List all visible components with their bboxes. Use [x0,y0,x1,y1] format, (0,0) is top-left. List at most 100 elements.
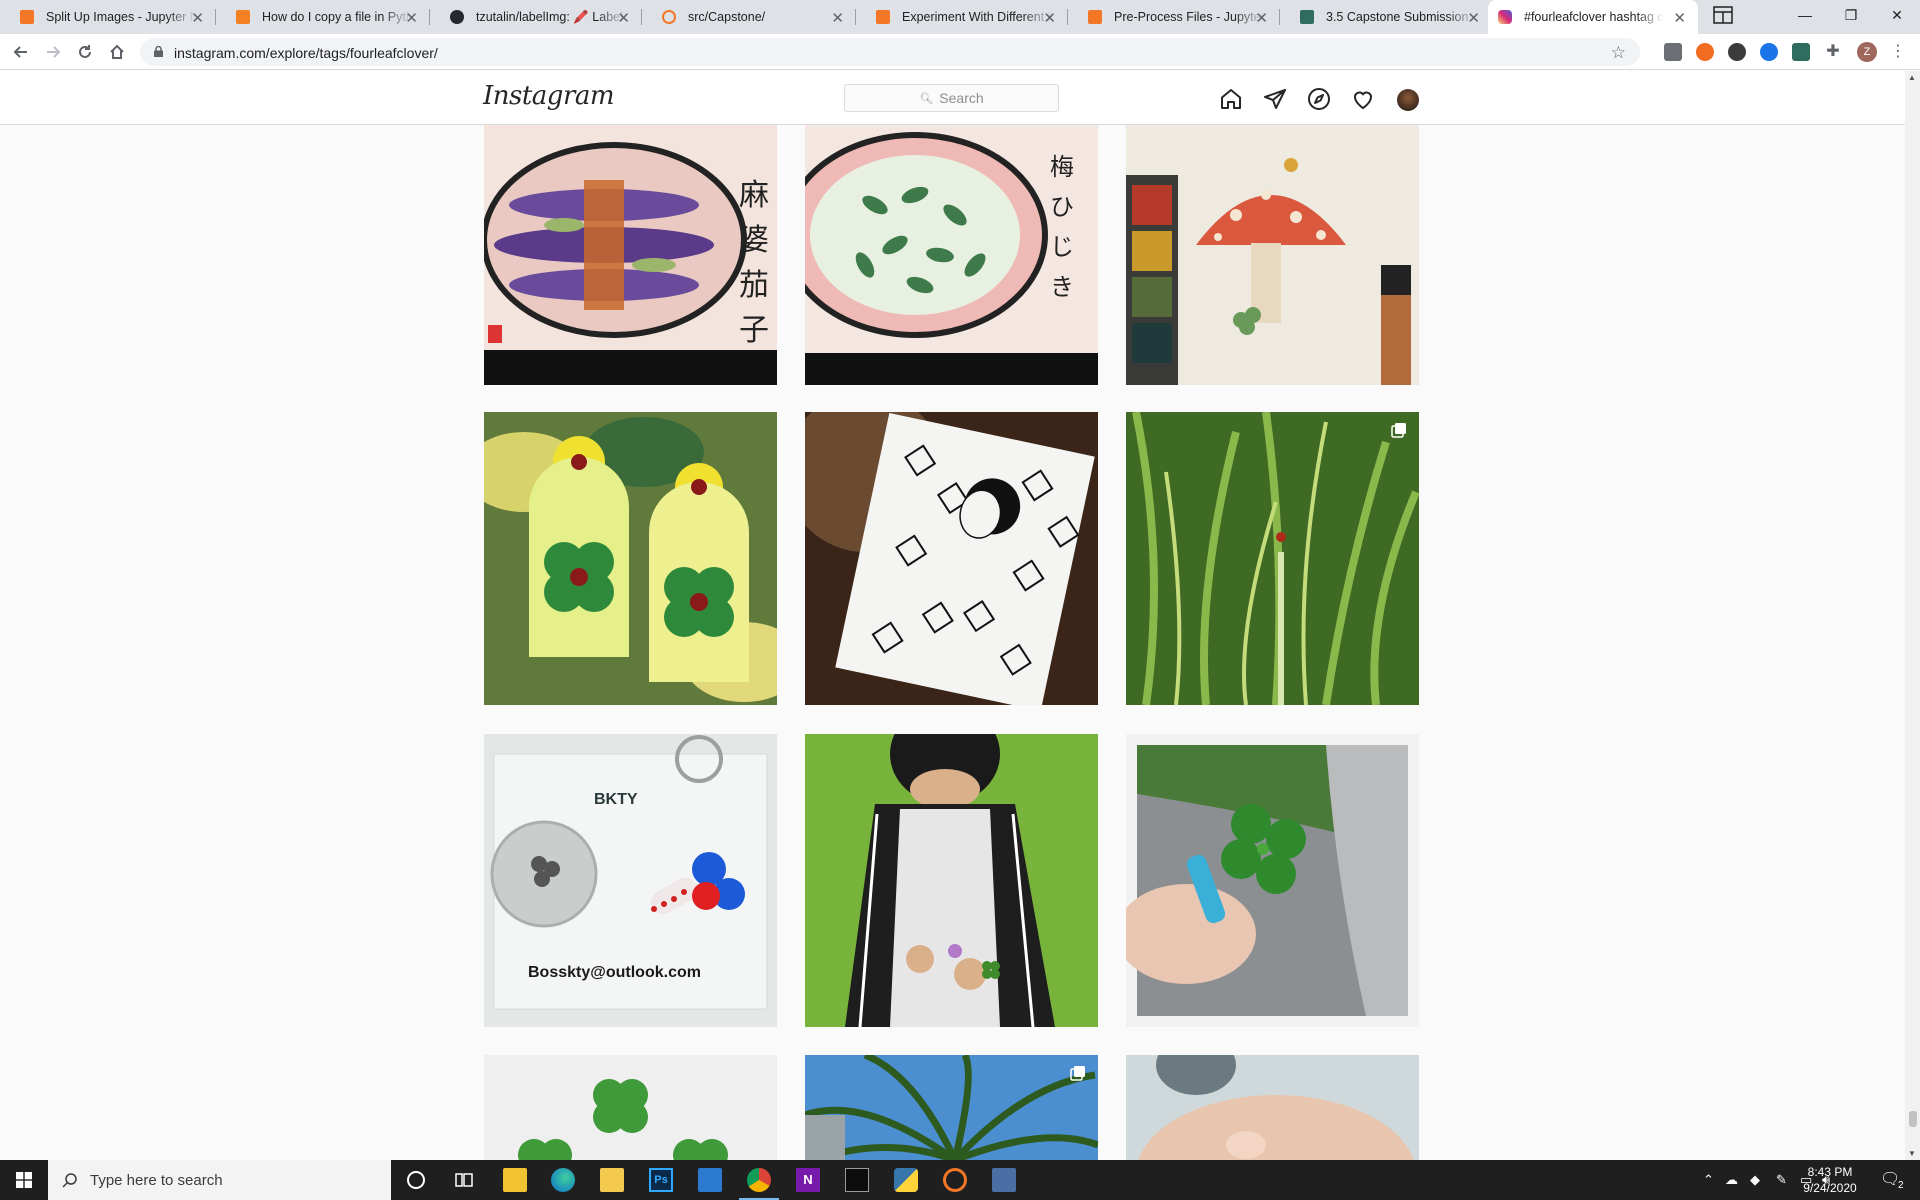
close-icon[interactable]: ✕ [831,10,844,27]
mail-icon[interactable] [698,1168,722,1192]
chrome-menu-icon[interactable]: ⋮ [1890,43,1906,60]
page-scrollbar[interactable]: ▲ ▼ [1905,71,1920,1160]
post-clover-cookies[interactable] [484,1055,777,1160]
puzzle-extensions-icon[interactable]: ✚ [1826,43,1840,60]
jupyter-taskbar-icon[interactable] [943,1168,967,1192]
tab-capstone-submission[interactable]: 3.5 Capstone Submission - Springboard ✕ [1280,0,1492,34]
post-mushroom-watercolor[interactable] [1126,125,1419,385]
home-button[interactable] [105,40,129,64]
pen-icon[interactable]: ✎ [1776,1172,1787,1187]
grammarly-g-icon[interactable] [1664,43,1682,61]
activity-heart-icon[interactable] [1351,87,1375,111]
photoshop-icon[interactable]: Ps [649,1168,673,1192]
close-icon[interactable]: ✕ [1467,10,1480,27]
profile-avatar[interactable]: Z [1857,42,1877,62]
post-eggplant-painting[interactable]: 麻 婆 茄 子 [484,125,777,385]
home-icon[interactable] [1219,87,1243,111]
calculator-icon[interactable] [992,1168,1016,1192]
svg-text:茄: 茄 [739,268,769,303]
close-icon[interactable]: ✕ [1043,10,1056,27]
tab-src-capstone[interactable]: src/Capstone/ ✕ [642,0,856,34]
volume-icon[interactable]: 🔊︎ [1822,1172,1831,1187]
tray-overflow-icon[interactable]: ⌃ [1703,1172,1714,1187]
circle-extension-icon[interactable] [1728,43,1746,61]
instagram-logo[interactable]: Instagram [483,81,615,111]
tab-title: src/Capstone/ [688,10,766,24]
post-ink-illustration[interactable] [805,412,1098,705]
keychain-brand-text: BKTY [594,791,638,808]
dropbox-icon[interactable]: ◆ [1750,1172,1760,1187]
tab-search-icon[interactable] [1700,0,1746,30]
notification-center-icon[interactable]: 🗨︎ [1880,1171,1901,1188]
tab-title: Split Up Images - Jupyter Notebook [46,10,196,24]
scroll-up-icon[interactable]: ▲ [1908,73,1916,82]
tab-copy-file-python[interactable]: How do I copy a file in Python? ✕ [216,0,430,34]
window-close-button[interactable]: ✕ [1891,6,1903,23]
jupyter-loading-icon [662,10,676,24]
jupyter-icon [876,10,890,24]
svg-text:じ: じ [1050,233,1074,261]
windows-taskbar: Type here to search Ps N ⌃ ☁ ◆ ✎ ▭ 🔊︎ 8:… [0,1160,1920,1200]
onedrive-icon[interactable]: ☁ [1725,1172,1738,1187]
task-view-icon[interactable] [452,1168,476,1192]
post-fingers-clover[interactable] [1126,734,1419,1027]
tab-title: How do I copy a file in Python? [262,10,412,24]
scroll-down-icon[interactable]: ▼ [1908,1149,1916,1158]
tab-experiment-models[interactable]: Experiment With Different Models ✕ [856,0,1068,34]
tab-instagram-fourleafclover[interactable]: #fourleafclover hashtag on Instagram ✕ [1488,0,1698,34]
explore-icon[interactable] [1307,87,1331,111]
file-explorer-icon[interactable] [600,1168,624,1192]
python-icon[interactable] [894,1168,918,1192]
profile-avatar[interactable] [1397,89,1419,111]
cortana-icon[interactable] [404,1168,428,1192]
reload-button[interactable] [73,40,97,64]
search-placeholder: Search [939,90,984,106]
tab-title: tzutalin/labelImg: 🖍️ LabelImg [476,9,626,24]
direct-icon[interactable] [1263,87,1287,111]
search-input[interactable]: 🔍︎ Search [844,84,1059,112]
tab-labelimg[interactable]: tzutalin/labelImg: 🖍️ LabelImg ✕ [430,0,642,34]
post-clover-earrings[interactable] [484,412,777,705]
svg-text:ひ: ひ [1050,193,1074,221]
close-icon[interactable]: ✕ [405,10,418,27]
notification-count: 2 [1898,1180,1904,1191]
multiple-photos-icon [1391,423,1406,438]
springboard-extension-icon[interactable] [1792,43,1810,61]
chrome-icon[interactable] [747,1168,771,1192]
network-icon[interactable]: ▭ [1800,1172,1813,1187]
system-clock[interactable]: 8:43 PM 9/24/2020 [1790,1164,1870,1196]
address-bar[interactable]: instagram.com/explore/tags/fourleafclove… [140,38,1640,66]
back-button[interactable] [9,40,33,64]
restore-button[interactable]: ❐ [1844,6,1858,23]
jupyter-icon [20,10,34,24]
stackoverflow-icon [236,10,250,24]
lock-icon [154,46,163,57]
post-grass-ladybug[interactable] [1126,412,1419,705]
post-palm-tree[interactable] [805,1055,1098,1160]
close-icon[interactable]: ✕ [1255,10,1268,27]
orange-extension-icon[interactable] [1696,43,1714,61]
url-text: instagram.com/explore/tags/fourleafclove… [174,45,438,61]
store-icon[interactable] [503,1168,527,1192]
post-boy-clover[interactable] [805,734,1098,1027]
close-icon[interactable]: ✕ [1673,10,1686,27]
tab-split-up-images[interactable]: Split Up Images - Jupyter Notebook ✕ [0,0,216,34]
terminal-icon[interactable] [845,1168,869,1192]
post-baby[interactable] [1126,1055,1419,1160]
forward-button[interactable] [41,40,65,64]
edge-icon[interactable] [551,1168,575,1192]
close-icon[interactable]: ✕ [617,10,630,27]
post-seaweed-painting[interactable]: 梅 ひ じ き [805,125,1098,385]
windows-start-icon[interactable] [16,1172,32,1188]
bookmark-star-icon[interactable]: ☆ [1610,43,1626,62]
scrollbar-thumb[interactable] [1909,1111,1917,1127]
onenote-icon[interactable]: N [796,1168,820,1192]
close-icon[interactable]: ✕ [191,10,204,27]
keychain-email-text: Bosskty@outlook.com [528,964,701,981]
tab-pre-process[interactable]: Pre-Process Files - Jupyter Notebook ✕ [1068,0,1280,34]
taskbar-search-input[interactable]: Type here to search [48,1160,391,1200]
minimize-button[interactable]: — [1798,7,1812,23]
browser-toolbar: instagram.com/explore/tags/fourleafclove… [0,34,1920,70]
post-keychain[interactable]: BKTY Bosskty@outlook.com [484,734,777,1027]
blue-extension-icon[interactable] [1760,43,1778,61]
